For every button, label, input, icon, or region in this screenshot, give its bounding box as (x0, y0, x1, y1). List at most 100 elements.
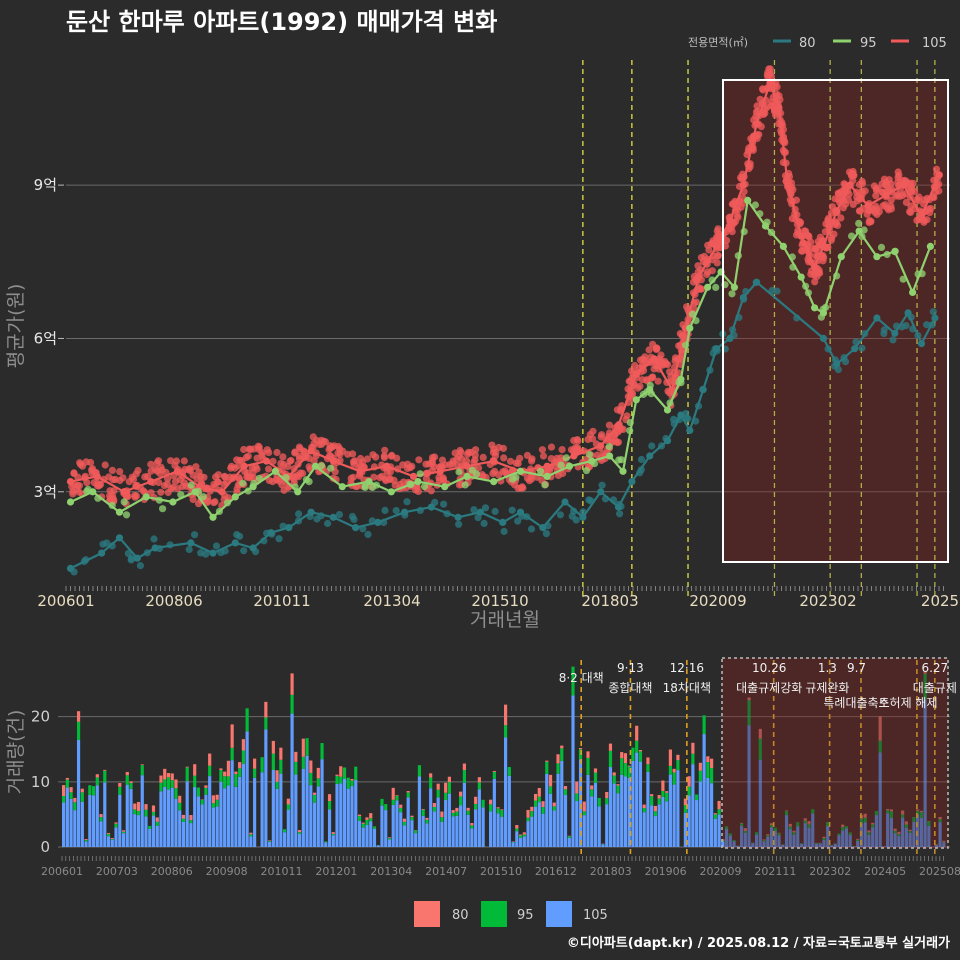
volume-bar-80 (114, 822, 118, 824)
price-marker-80 (891, 329, 899, 337)
volume-bar-95 (507, 767, 511, 776)
volume-bar-80 (95, 774, 99, 778)
volume-bar-95 (62, 796, 66, 803)
price-point-95 (712, 283, 720, 291)
price-point-105 (95, 482, 103, 490)
price-marker-80 (579, 513, 587, 521)
price-point-80 (324, 519, 332, 528)
price-marker-80 (516, 508, 525, 516)
price-point-105 (867, 218, 875, 226)
price-point-105 (713, 259, 721, 267)
price-point-105 (558, 446, 566, 454)
volume-bar-80 (204, 785, 208, 788)
price-marker-95 (490, 478, 498, 486)
volume-bar-80 (784, 810, 789, 812)
volume-bar-95 (593, 772, 598, 783)
volume-x-tick-label: 202405 (864, 865, 906, 878)
price-point-80 (542, 530, 551, 538)
volume-bar-105 (747, 725, 751, 847)
price-point-105 (775, 92, 783, 100)
price-marker-80 (285, 524, 293, 532)
volume-bar-105 (769, 827, 774, 847)
volume-bar-95 (196, 787, 201, 797)
volume-bar-95 (556, 763, 560, 774)
volume-bar-105 (170, 787, 174, 847)
volume-bar-105 (668, 774, 672, 847)
volume-bar-105 (676, 770, 680, 847)
volume-bar-95 (687, 786, 691, 796)
volume-bar-105 (874, 815, 879, 847)
volume-bar-95 (758, 738, 762, 760)
price-marker-95 (686, 324, 694, 332)
price-point-105 (872, 192, 880, 200)
volume-bar-105 (893, 833, 897, 847)
price-marker-80 (476, 508, 484, 516)
volume-bar-105 (189, 823, 193, 847)
volume-bar-80 (125, 771, 129, 776)
price-marker-105 (712, 242, 721, 250)
volume-bar-95 (803, 820, 807, 824)
price-point-105 (927, 205, 935, 213)
volume-bar-105 (518, 837, 523, 847)
price-point-105 (110, 487, 118, 495)
volume-bar-80 (511, 841, 515, 842)
volume-bar-80 (871, 822, 875, 825)
volume-bar-80 (151, 805, 156, 812)
price-marker-95 (606, 452, 614, 460)
price-marker-95 (414, 478, 422, 486)
volume-bar-80 (492, 770, 496, 772)
volume-bar-105 (65, 787, 69, 847)
volume-bar-80 (537, 787, 541, 797)
volume-bar-80 (676, 754, 680, 761)
volume-bar-95 (856, 839, 860, 842)
volume-bar-95 (728, 833, 732, 836)
volume-x-tick-label: 201612 (535, 865, 577, 878)
price-point-80 (381, 506, 389, 514)
price-marker-95 (704, 283, 712, 291)
price-point-105 (263, 446, 271, 454)
volume-bar-105 (204, 794, 208, 847)
volume-bar-105 (691, 764, 695, 847)
volume-bar-80 (762, 839, 766, 841)
volume-bar-95 (166, 777, 171, 790)
volume-bar-80 (208, 753, 212, 766)
volume-bar-80 (586, 751, 590, 758)
price-marker-105 (766, 79, 774, 87)
price-marker-80 (851, 345, 859, 353)
volume-bar-95 (773, 827, 777, 832)
volume-bar-80 (462, 763, 466, 771)
volume-bar-105 (421, 815, 425, 847)
volume-bar-95 (481, 799, 485, 808)
price-point-95 (557, 461, 565, 469)
volume-bar-80 (545, 760, 549, 762)
price-point-105 (500, 454, 508, 462)
price-point-105 (105, 473, 113, 481)
volume-bar-80 (766, 834, 770, 836)
volume-bar-95 (762, 840, 766, 842)
volume-bar-95 (372, 826, 377, 829)
price-marker-105 (753, 120, 761, 128)
volume-bar-80 (84, 839, 88, 841)
volume-bar-95 (635, 740, 639, 753)
volume-bar-105 (833, 843, 837, 847)
volume-bar-95 (871, 824, 875, 828)
volume-bar-105 (500, 816, 504, 847)
price-marker-95 (837, 253, 845, 261)
volume-bar-95 (665, 792, 669, 802)
volume-bar-80 (297, 829, 302, 833)
price-point-80 (616, 510, 624, 518)
volume-bar-105 (586, 774, 590, 847)
volume-bar-80 (578, 748, 583, 750)
price-point-80 (212, 542, 221, 550)
volume-bar-105 (402, 825, 407, 847)
volume-bar-80 (466, 807, 470, 811)
price-point-105 (388, 451, 396, 459)
volume-x-tick-label: 202009 (700, 865, 742, 878)
volume-bar-95 (859, 818, 864, 824)
price-marker-105 (383, 462, 391, 470)
volume-bar-80 (129, 781, 133, 784)
price-point-95 (239, 479, 247, 487)
volume-bar-95 (189, 820, 193, 824)
volume-bar-105 (552, 810, 556, 847)
